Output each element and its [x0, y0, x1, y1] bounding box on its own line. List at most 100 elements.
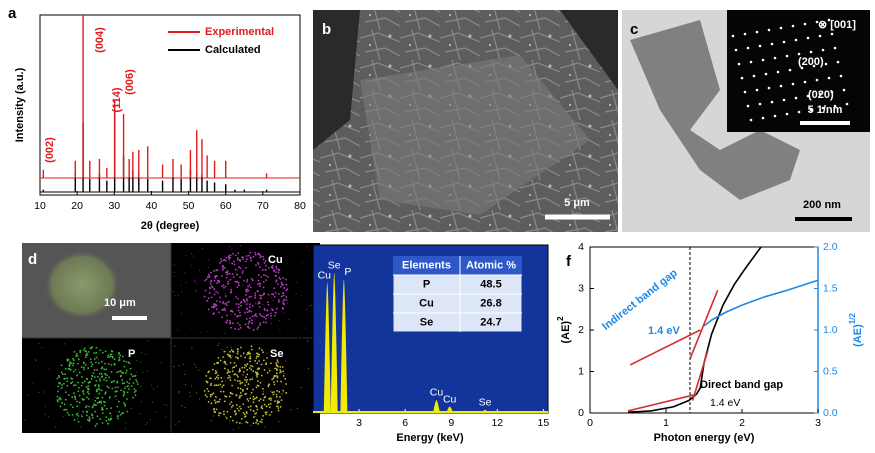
map-noise — [140, 386, 142, 388]
map-dot — [231, 273, 234, 275]
map-noise — [247, 301, 249, 303]
map-noise — [251, 322, 253, 324]
map-dot — [225, 295, 227, 297]
map-dot — [263, 309, 266, 311]
diffraction-spot — [830, 32, 834, 36]
map-dot — [74, 395, 76, 398]
map-dot — [219, 296, 221, 299]
map-noise — [92, 399, 94, 401]
map-noise — [80, 349, 82, 351]
map-dot — [265, 362, 268, 365]
diffraction-spot — [743, 32, 747, 36]
map-dot — [91, 363, 94, 366]
map-noise — [98, 386, 100, 388]
map-noise — [48, 368, 50, 370]
map-dot — [120, 375, 122, 378]
diffraction-spot — [845, 102, 849, 106]
map-noise — [195, 282, 197, 284]
map-noise — [255, 374, 257, 376]
map-dot — [249, 317, 251, 319]
map-noise — [191, 347, 193, 349]
map-dot — [79, 351, 81, 353]
diffraction-spot — [836, 60, 840, 64]
map-dot — [116, 381, 118, 384]
map-dot — [248, 309, 251, 312]
map-dot — [260, 276, 263, 278]
map-noise — [306, 340, 308, 342]
map-dot — [117, 400, 120, 403]
map-dot — [238, 368, 241, 370]
map-dot — [273, 376, 275, 378]
map-noise — [252, 377, 254, 379]
map-noise — [136, 371, 138, 373]
map-dot — [227, 369, 229, 371]
map-dot — [250, 277, 253, 280]
table-cell: 26.8 — [480, 297, 501, 309]
map-dot — [239, 260, 241, 262]
map-dot — [100, 402, 102, 404]
map-noise — [229, 262, 231, 264]
diffraction-spot — [773, 114, 777, 118]
map-dot — [220, 390, 222, 393]
map-dot — [283, 303, 285, 306]
map-noise — [210, 420, 212, 422]
map-noise — [194, 279, 196, 281]
map-dot — [259, 302, 261, 304]
map-dot — [216, 400, 219, 403]
map-dot — [269, 414, 271, 416]
map-dot — [275, 364, 278, 366]
map-dot — [256, 315, 258, 318]
diffraction-spot — [755, 88, 759, 92]
map-dot — [217, 357, 220, 359]
map-dot — [100, 376, 103, 378]
map-dot — [277, 271, 280, 274]
map-dot — [74, 396, 76, 399]
map-dot — [99, 400, 101, 403]
map-dot — [241, 418, 243, 420]
map-dot — [252, 279, 254, 281]
map-dot — [246, 280, 248, 283]
map-noise — [115, 411, 117, 413]
map-dot — [203, 390, 206, 392]
map-dot — [250, 310, 253, 313]
spot-label: (200) — [798, 56, 824, 68]
map-noise — [180, 284, 182, 286]
map-noise — [147, 340, 149, 342]
map-dot — [76, 400, 78, 403]
map-dot — [234, 254, 237, 257]
curve — [691, 350, 709, 401]
map-noise — [290, 409, 292, 411]
spot-label: (020) — [808, 89, 834, 101]
map-noise — [198, 269, 200, 271]
map-noise — [90, 415, 92, 417]
map-dot — [130, 385, 133, 387]
map-dot — [278, 269, 280, 271]
map-noise — [102, 367, 104, 369]
map-dot — [242, 258, 244, 261]
map-noise — [54, 426, 56, 428]
map-dot — [248, 254, 250, 257]
map-dot — [215, 290, 217, 293]
map-dot — [72, 406, 74, 409]
map-dot — [213, 399, 216, 401]
map-dot — [249, 256, 252, 259]
map-dot — [242, 390, 244, 392]
map-dot — [101, 360, 103, 363]
map-dot — [265, 321, 267, 324]
map-dot — [91, 346, 94, 348]
map-dot — [71, 414, 74, 416]
map-dot — [132, 382, 135, 384]
diffraction-spot — [758, 102, 762, 106]
map-dot — [82, 390, 85, 392]
map-noise — [145, 353, 147, 355]
map-dot — [255, 264, 257, 266]
map-dot — [250, 295, 252, 298]
map-dot — [91, 414, 94, 417]
map-dot — [283, 287, 286, 289]
map-dot — [267, 384, 270, 387]
map-noise — [308, 250, 310, 252]
map-dot — [58, 376, 61, 379]
map-dot — [245, 381, 248, 383]
map-dot — [218, 412, 220, 414]
map-dot — [259, 420, 262, 423]
